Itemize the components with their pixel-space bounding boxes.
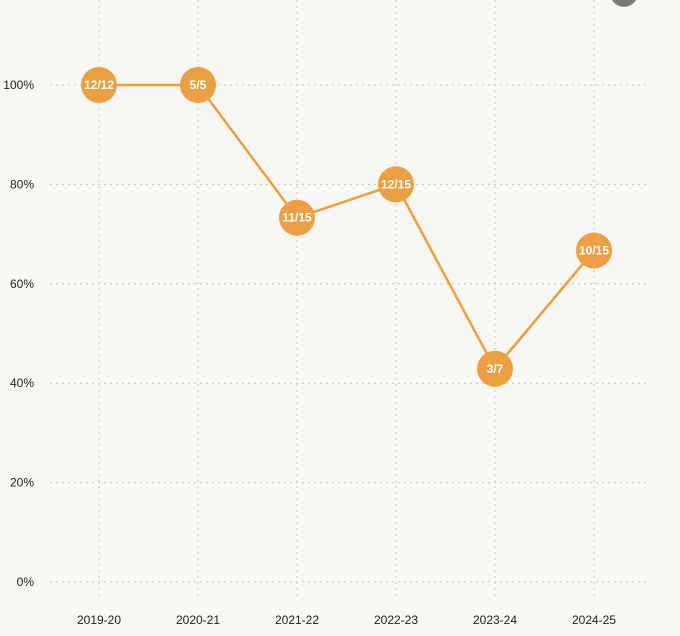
data-point-marker[interactable] [81,67,117,103]
data-points: 12/12 5/5 11/15 12/15 3/7 10/15 [81,67,612,387]
data-point[interactable]: 10/15 [576,232,612,269]
series-line-segment [394,183,497,371]
grid [50,0,650,600]
y-tick-label: 40% [10,376,34,390]
data-point-label: 11/15 [282,211,312,225]
data-point-label: 12/15 [381,177,411,191]
data-point[interactable]: 11/15 [279,199,315,236]
data-point[interactable]: 5/5 [180,67,216,103]
x-tick-label: 2022-23 [374,613,418,627]
data-point-marker[interactable] [180,67,216,103]
series-line-segment [493,249,596,371]
data-point-marker[interactable] [279,199,315,236]
y-tick-label: 0% [17,575,35,589]
y-tick-label: 80% [10,177,34,191]
y-tick-label: 60% [10,277,34,291]
data-point-marker[interactable] [477,350,513,387]
y-axis: 0% 20% 40% 60% 80% 100% [3,78,34,589]
data-point[interactable]: 3/7 [477,350,513,387]
series-line [97,83,596,371]
data-point-marker[interactable] [576,232,612,269]
data-point-label: 12/12 [84,78,114,92]
data-point[interactable]: 12/15 [378,166,414,203]
partial-icon [612,0,636,7]
data-point-label: 3/7 [487,362,504,376]
data-point-label: 5/5 [190,78,207,92]
data-point-label: 10/15 [579,244,609,258]
data-point-marker[interactable] [378,166,414,203]
x-tick-label: 2024-25 [572,613,616,627]
x-tick-label: 2020-21 [176,613,220,627]
x-axis: 2019-20 2020-21 2021-22 2022-23 2023-24 2024-… [77,613,616,627]
y-tick-label: 20% [10,476,34,490]
x-tick-label: 2023-24 [473,613,517,627]
x-tick-label: 2019-20 [77,613,121,627]
series-line-segment [196,83,299,219]
x-tick-label: 2021-22 [275,613,319,627]
y-tick-label: 100% [3,78,34,92]
data-point[interactable]: 12/12 [81,67,117,103]
